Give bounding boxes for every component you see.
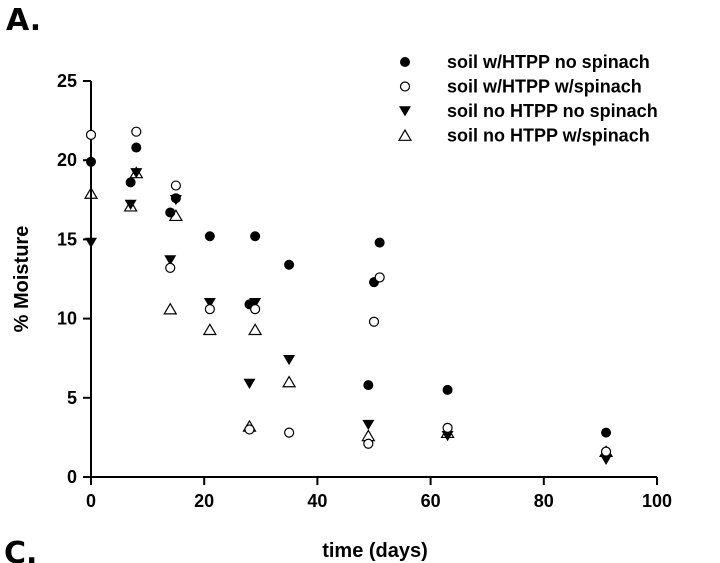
x-tick-label: 80 [534, 491, 554, 511]
data-point [283, 354, 296, 366]
data-point [86, 156, 96, 167]
legend-item: soil w/HTPP w/spinach [399, 77, 642, 97]
data-point [284, 259, 295, 270]
y-tick-label: 25 [57, 71, 77, 91]
legend-item: soil w/HTPP no spinach [400, 52, 650, 72]
data-point [249, 297, 262, 309]
data-point [601, 427, 612, 438]
data-point [250, 231, 261, 242]
legend-label: soil w/HTPP w/spinach [447, 77, 642, 97]
x-tick-label: 60 [421, 491, 441, 511]
data-points [83, 126, 614, 465]
y-tick-label: 20 [57, 150, 77, 170]
axes [90, 81, 657, 478]
data-point [363, 438, 374, 449]
data-point [204, 231, 215, 242]
data-point [203, 297, 216, 309]
data-point [202, 323, 217, 336]
legend-marker [399, 106, 411, 117]
data-point [282, 375, 297, 388]
series-2 [85, 126, 612, 457]
series-4 [83, 166, 614, 458]
data-point [163, 302, 178, 315]
legend-item: soil no HTPP no spinach [399, 101, 658, 121]
data-point [440, 426, 455, 439]
data-point [600, 446, 612, 457]
data-point [130, 168, 143, 179]
legend-item: soil no HTPP w/spinach [397, 126, 650, 146]
data-point [441, 431, 454, 442]
x-tick-label: 100 [642, 491, 672, 511]
data-point [168, 209, 183, 222]
panel-label-c: C. [4, 536, 37, 563]
x-tick-label: 0 [86, 491, 96, 511]
data-point [170, 180, 181, 191]
data-point [123, 199, 138, 212]
data-point [124, 199, 137, 210]
x-tick-label: 20 [194, 491, 214, 511]
y-tick-label: 0 [67, 467, 77, 487]
legend-marker [397, 128, 413, 141]
data-point [83, 186, 99, 199]
x-axis-title: time (days) [322, 540, 428, 562]
data-point [85, 237, 97, 248]
data-point [284, 427, 295, 438]
data-point [243, 378, 256, 389]
series-3 [85, 168, 613, 465]
legend-label: soil w/HTPP no spinach [447, 52, 650, 72]
data-point [85, 129, 97, 140]
data-point [374, 272, 385, 283]
y-tick-label: 10 [57, 309, 77, 329]
axis-ticks: 0 5 10 15 20 25 0 20 40 60 80 100 [57, 71, 672, 511]
data-point [244, 424, 255, 435]
data-point [169, 195, 182, 206]
legend: soil w/HTPP no spinach soil w/HTPP w/spin… [397, 52, 658, 146]
data-point [442, 422, 453, 433]
data-point [131, 126, 142, 137]
y-tick-label: 15 [57, 229, 77, 249]
y-axis-title: % Moisture [11, 226, 33, 333]
data-point [164, 255, 177, 266]
data-point [165, 207, 176, 218]
data-point [125, 177, 136, 188]
y-tick-label: 5 [67, 388, 77, 408]
data-point [363, 380, 374, 391]
legend-label: soil no HTPP w/spinach [447, 126, 650, 146]
data-point [129, 166, 144, 179]
x-tick-label: 40 [307, 491, 327, 511]
data-point [131, 142, 142, 153]
data-point [204, 303, 215, 315]
panel-label-a: A. [6, 3, 41, 38]
series-1 [86, 142, 612, 438]
data-point [600, 454, 613, 465]
legend-label: soil no HTPP no spinach [447, 101, 658, 121]
data-point [250, 303, 261, 315]
legend-marker [400, 57, 410, 67]
data-point [362, 419, 375, 431]
legend-marker [399, 81, 411, 92]
data-point [442, 384, 453, 395]
data-point [368, 316, 380, 327]
data-point [374, 237, 385, 248]
data-point [165, 262, 176, 274]
data-point [248, 323, 263, 336]
